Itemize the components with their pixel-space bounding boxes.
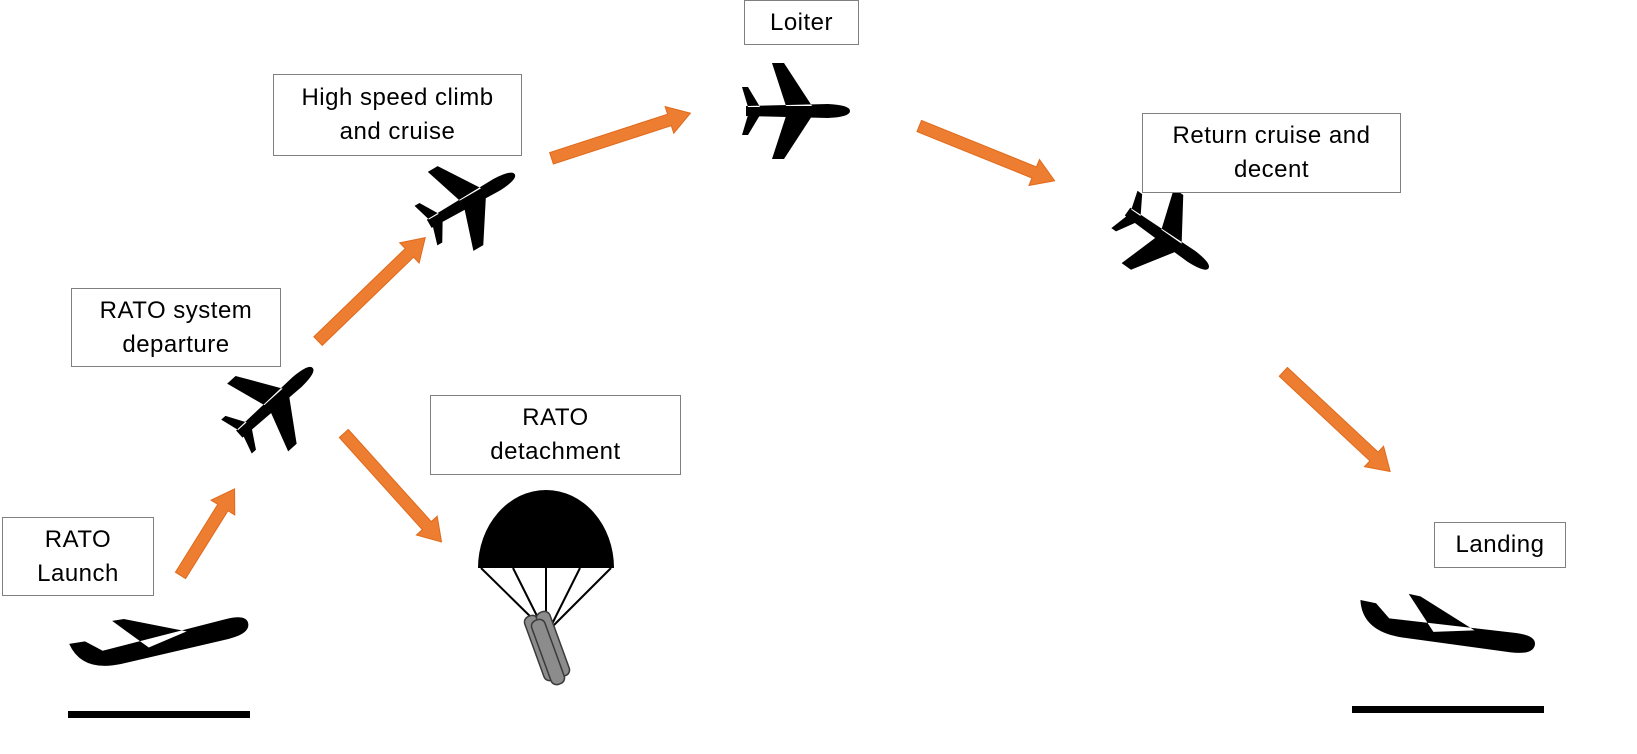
airplane-icon-landing bbox=[1354, 584, 1540, 665]
stage-label-rato-launch: RATO Launch bbox=[2, 517, 154, 596]
arrow-launch-to-departure bbox=[174, 488, 236, 580]
rato-booster-icon bbox=[523, 610, 571, 686]
stage-label-return-cruise: Return cruise and decent bbox=[1142, 113, 1401, 193]
arrow-return-to-landing bbox=[1278, 366, 1391, 473]
arrow-loiter-to-return bbox=[916, 119, 1056, 187]
arrow-departure-to-detachment bbox=[338, 428, 443, 543]
stage-label-landing: Landing bbox=[1434, 522, 1566, 568]
airplane-icon-loiter bbox=[742, 63, 850, 159]
stage-label-rato-system-departure: RATO system departure bbox=[71, 288, 281, 367]
stage-label-rato-detachment: RATO detachment bbox=[430, 395, 681, 475]
ground-line-landing bbox=[1352, 706, 1544, 713]
ground-line-launch bbox=[68, 711, 250, 718]
airplane-icon-launch bbox=[66, 599, 252, 672]
stage-label-high-speed-climb: High speed climb and cruise bbox=[273, 74, 522, 156]
arrow-climb-to-loiter bbox=[549, 105, 692, 165]
stage-label-loiter: Loiter bbox=[744, 0, 859, 45]
parachute-icon bbox=[478, 490, 614, 686]
arrow-departure-to-climb bbox=[313, 236, 426, 347]
flight-path-arrows bbox=[174, 105, 1391, 580]
